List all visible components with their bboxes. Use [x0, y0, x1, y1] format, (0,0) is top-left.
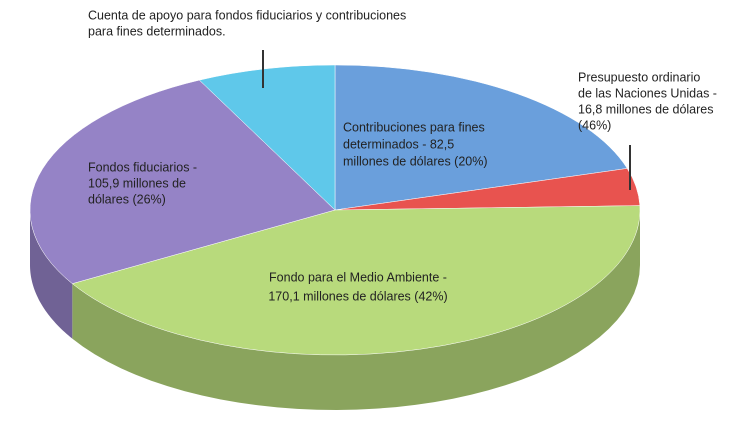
- slice: [198, 64, 336, 211]
- slice-label: de las Naciones Unidas -: [578, 86, 717, 100]
- slice-label: Contribuciones para fines: [343, 120, 485, 134]
- slice: [29, 79, 336, 284]
- slice: [71, 205, 641, 356]
- slice: [334, 64, 628, 211]
- slice-side: [72, 210, 640, 410]
- slice-label: Presupuesto ordinario: [578, 70, 700, 84]
- slice-label: millones de dólares (20%): [343, 154, 488, 168]
- slice-label: (46%): [578, 118, 611, 132]
- slice-label: Cuenta de apoyo para fondos fiduciarios …: [88, 8, 406, 22]
- slice-label: Fondo para el Medio Ambiente -: [269, 270, 447, 284]
- slice-label: Fondos fiduciarios -: [88, 160, 197, 174]
- slice-label: determinados - 82,5: [343, 137, 454, 151]
- slice-label: para fines determinados.: [88, 24, 226, 38]
- slice-label: dólares (26%): [88, 192, 166, 206]
- slice-label: 16,8 millones de dólares: [578, 102, 714, 116]
- slice-label: 170,1 millones de dólares (42%): [268, 289, 447, 303]
- slice-label: 105,9 millones de: [88, 176, 186, 190]
- slice-side: [30, 210, 73, 339]
